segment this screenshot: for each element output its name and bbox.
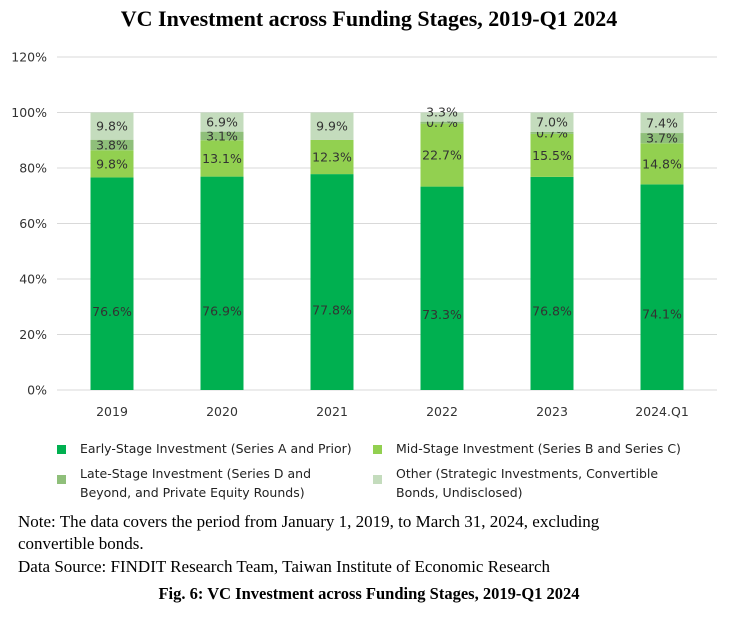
- bar-segment: [530, 133, 574, 177]
- bar-segment: [200, 131, 244, 141]
- data-source: Data Source: FINDIT Research Team, Taiwa…: [18, 557, 551, 576]
- data-label: 15.5%: [532, 148, 572, 163]
- x-tick-label: 2021: [316, 404, 348, 419]
- legend-label-early: Early-Stage Investment (Series A and Pri…: [80, 441, 352, 456]
- data-label: 74.1%: [642, 306, 682, 321]
- data-label: 3.7%: [646, 131, 678, 146]
- figure-caption: Fig. 6: VC Investment across Funding Sta…: [158, 584, 580, 603]
- y-tick-label: 100%: [11, 105, 47, 120]
- data-label: 73.3%: [422, 307, 462, 322]
- bar-segment: [420, 186, 464, 390]
- y-tick-label: 80%: [19, 161, 47, 176]
- x-tick-label: 2019: [96, 404, 128, 419]
- y-tick-label: 120%: [11, 50, 47, 65]
- legend-label-late-1: Late-Stage Investment (Series D and: [80, 466, 311, 481]
- bar-segment: [310, 139, 354, 175]
- y-tick-label: 60%: [19, 216, 47, 231]
- data-label: 77.8%: [312, 303, 352, 318]
- bar-segment: [640, 133, 684, 144]
- legend-swatch-early: [57, 445, 66, 454]
- bar-segment: [90, 150, 134, 178]
- stacked-bar-chart: 0% 20% 40% 60% 80% 100% 120% 76.6% 9.8% 3.8% 9.8% 2…: [11, 50, 717, 419]
- legend-swatch-mid: [373, 445, 382, 454]
- note-line-2: convertible bonds.: [18, 534, 144, 553]
- chart-title: VC Investment across Funding Stages, 201…: [120, 6, 618, 31]
- bar-segment: [640, 143, 684, 185]
- x-tick-label: 2022: [426, 404, 458, 419]
- data-label: 76.8%: [532, 304, 572, 319]
- bar-segment: [420, 123, 464, 187]
- x-tick-label: 2023: [536, 404, 568, 419]
- y-tick-label: 40%: [19, 272, 47, 287]
- data-label: 76.6%: [92, 304, 132, 319]
- data-label: 7.0%: [536, 115, 568, 130]
- bar-segment: [530, 131, 574, 134]
- bar-segment: [200, 176, 244, 390]
- legend-label-other-1: Other (Strategic Investments, Convertibl…: [396, 466, 659, 481]
- data-label: 3.3%: [426, 105, 458, 120]
- legend-label-mid: Mid-Stage Investment (Series B and Serie…: [396, 441, 681, 456]
- data-label: 76.9%: [202, 304, 242, 319]
- y-tick-label: 20%: [19, 327, 47, 342]
- data-label: 9.8%: [96, 119, 128, 134]
- bar-segment: [530, 112, 574, 132]
- bar-segment: [310, 112, 354, 140]
- data-label: 3.8%: [96, 137, 128, 152]
- data-label: 12.3%: [312, 150, 352, 165]
- x-tick-label: 2020: [206, 404, 238, 419]
- data-label: 9.8%: [96, 156, 128, 171]
- bar-segment: [200, 140, 244, 177]
- y-tick-label: 0%: [27, 383, 47, 398]
- bar-segment: [90, 177, 134, 390]
- note-line-1: Note: The data covers the period from Ja…: [18, 512, 600, 531]
- legend-label-late-2: Beyond, and Private Equity Rounds): [80, 485, 305, 500]
- bar-segment: [530, 176, 574, 390]
- data-label: 6.9%: [206, 115, 238, 130]
- bar-segment: [90, 139, 134, 151]
- data-label: 7.4%: [646, 115, 678, 130]
- bar-segment: [640, 184, 684, 390]
- data-label: 13.1%: [202, 151, 242, 166]
- legend-swatch-other: [373, 475, 382, 484]
- bar-segment: [200, 112, 244, 132]
- data-label: 22.7%: [422, 148, 462, 163]
- x-tick-label: 2024.Q1: [635, 404, 689, 419]
- bar-segment: [310, 174, 354, 390]
- bar-segment: [420, 112, 464, 122]
- bar-segment: [90, 112, 134, 140]
- data-label: 3.1%: [206, 128, 238, 143]
- data-label: 9.9%: [316, 119, 348, 134]
- legend-label-other-2: Bonds, Undisclosed): [396, 485, 523, 500]
- bar-segment: [420, 121, 464, 124]
- legend-swatch-late: [57, 475, 66, 484]
- bar-segment: [640, 112, 684, 134]
- data-label: 14.8%: [642, 156, 682, 171]
